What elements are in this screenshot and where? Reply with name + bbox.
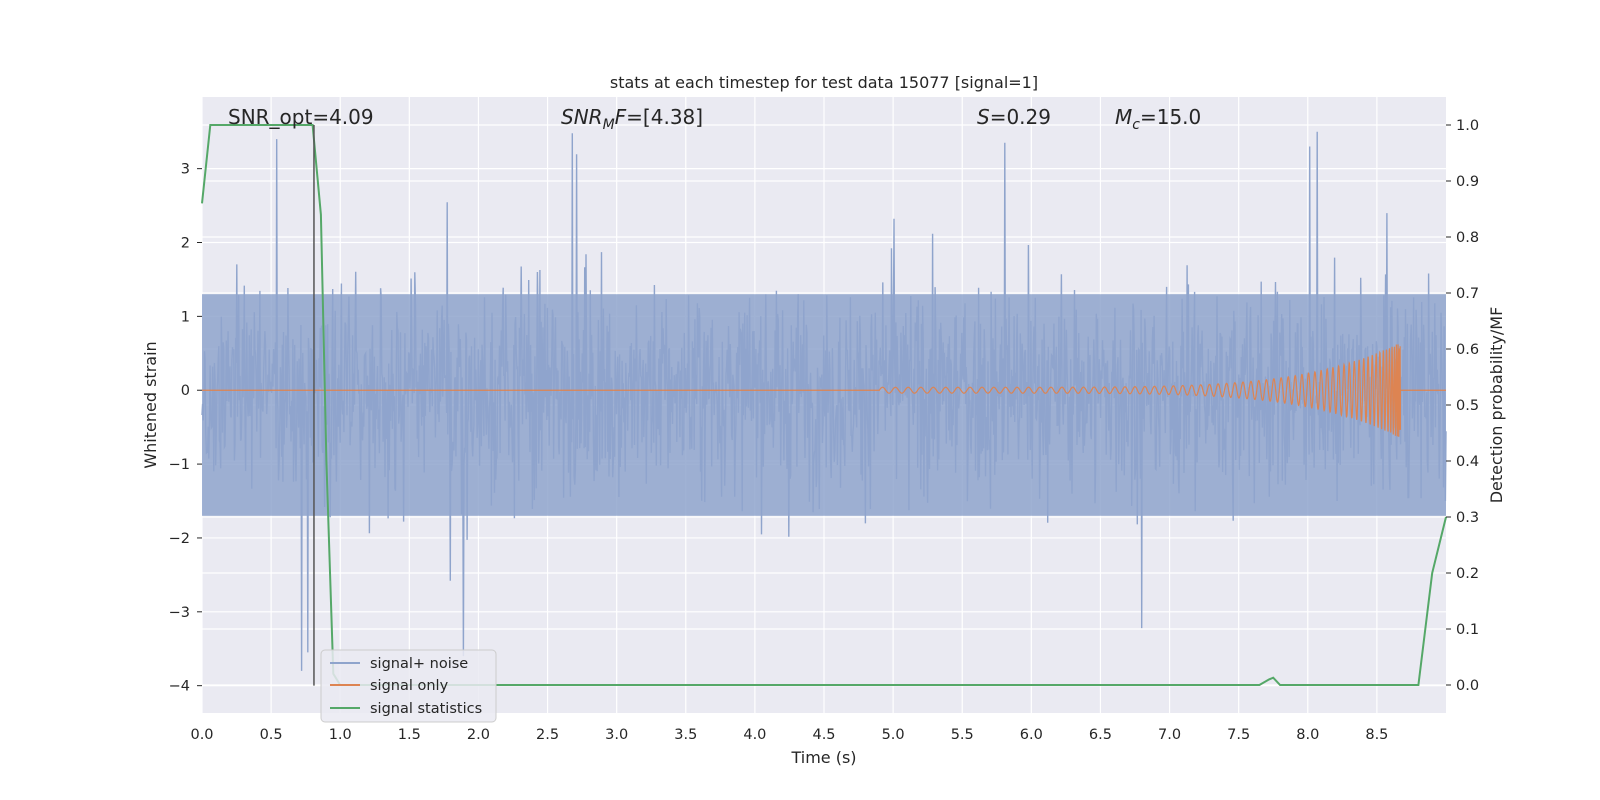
y-left-tick-label: −2 — [169, 531, 190, 547]
snr-mf-symbol: SNR — [561, 105, 603, 129]
y-left-tick-label: 0 — [181, 383, 190, 399]
y-right-tick-label: 0.2 — [1456, 566, 1479, 582]
s-symbol: S — [977, 105, 990, 129]
legend: signal+ noise signal only signal statist… — [320, 649, 497, 723]
y-right-tick-label: 0.8 — [1456, 230, 1479, 246]
x-tick-label: 8.5 — [1365, 727, 1388, 743]
y-right-tick-label: 0.3 — [1456, 510, 1479, 526]
signal-statistics-line — [201, 124, 1447, 686]
legend-box — [320, 649, 497, 723]
y-right-tick-label: 0.1 — [1456, 622, 1479, 638]
x-tick-label: 1.0 — [329, 727, 352, 743]
annotation-mc: Mc=15.0 — [1115, 105, 1201, 133]
signal-only-series — [202, 344, 1446, 437]
mc-symbol: M — [1115, 105, 1132, 129]
y-left-tick-label: 2 — [181, 236, 190, 252]
snr-mf-f: F — [615, 105, 627, 129]
x-tick-label: 2.5 — [536, 727, 559, 743]
annotation-snr-opt: SNR_opt=4.09 — [228, 105, 374, 129]
y-left-axis-label: Whitened strain — [141, 341, 160, 468]
x-tick-label: 3.0 — [605, 727, 628, 743]
s-value: =0.29 — [990, 105, 1051, 129]
x-tick-label: 6.5 — [1089, 727, 1112, 743]
legend-label-signal-statistics: signal statistics — [370, 701, 482, 717]
x-tick-label: 5.5 — [951, 727, 974, 743]
y-right-tick-label: 0.0 — [1456, 678, 1479, 694]
y-left-tick-label: 1 — [181, 309, 190, 325]
annotation-s: S=0.29 — [977, 105, 1051, 129]
y-right-axis-ticks: 0.0 0.1 0.2 0.3 0.4 0.5 0.6 0.7 0.8 0.9 1.0 — [1446, 118, 1479, 694]
annotation-snr-mf: SNRMF=[4.38] — [561, 105, 703, 133]
mc-subscript: c — [1132, 117, 1140, 133]
y-right-tick-label: 0.6 — [1456, 342, 1479, 358]
signal-noise-series — [201, 131, 1447, 671]
mc-value: =15.0 — [1140, 105, 1201, 129]
x-tick-label: 0.5 — [260, 727, 283, 743]
x-tick-label: 2.0 — [467, 727, 490, 743]
chart-title: stats at each timestep for test data 150… — [610, 73, 1038, 92]
x-tick-label: 5.0 — [882, 727, 905, 743]
x-tick-label: 7.5 — [1227, 727, 1250, 743]
y-right-tick-label: 0.4 — [1456, 454, 1479, 470]
snr-mf-subscript: M — [603, 117, 615, 133]
y-left-tick-label: −3 — [169, 605, 190, 621]
x-tick-label: 7.0 — [1158, 727, 1181, 743]
x-tick-label: 1.5 — [398, 727, 421, 743]
y-left-tick-label: 3 — [181, 162, 190, 178]
y-left-tick-label: −4 — [169, 679, 190, 695]
snr-mf-value: =[4.38] — [626, 105, 703, 129]
signal-only-line — [202, 344, 1446, 437]
x-tick-label: 3.5 — [674, 727, 697, 743]
y-left-tick-label: −1 — [169, 457, 190, 473]
y-right-tick-label: 0.7 — [1456, 286, 1479, 302]
x-tick-label: 6.0 — [1020, 727, 1043, 743]
x-tick-label: 4.0 — [743, 727, 766, 743]
x-axis-ticks: 0.0 0.5 1.0 1.5 2.0 2.5 3.0 3.5 4.0 4.5 5.0 5.5 6.0 6… — [190, 727, 1388, 743]
x-tick-label: 8.0 — [1296, 727, 1319, 743]
y-left-axis-ticks: −4 −3 −2 −1 0 1 2 3 — [169, 162, 202, 695]
y-right-tick-label: 1.0 — [1456, 118, 1479, 134]
x-axis-label: Time (s) — [790, 748, 856, 767]
legend-label-signal-only: signal only — [370, 678, 449, 694]
y-right-tick-label: 0.9 — [1456, 174, 1479, 190]
legend-label-signal-noise: signal+ noise — [370, 656, 468, 672]
y-right-axis-label: Detection probability/MF — [1487, 307, 1506, 504]
signal-statistics-series — [201, 124, 1447, 686]
y-right-tick-label: 0.5 — [1456, 398, 1479, 414]
x-tick-label: 0.0 — [190, 727, 213, 743]
signal-noise-band — [202, 294, 1446, 516]
x-tick-label: 4.5 — [812, 727, 835, 743]
